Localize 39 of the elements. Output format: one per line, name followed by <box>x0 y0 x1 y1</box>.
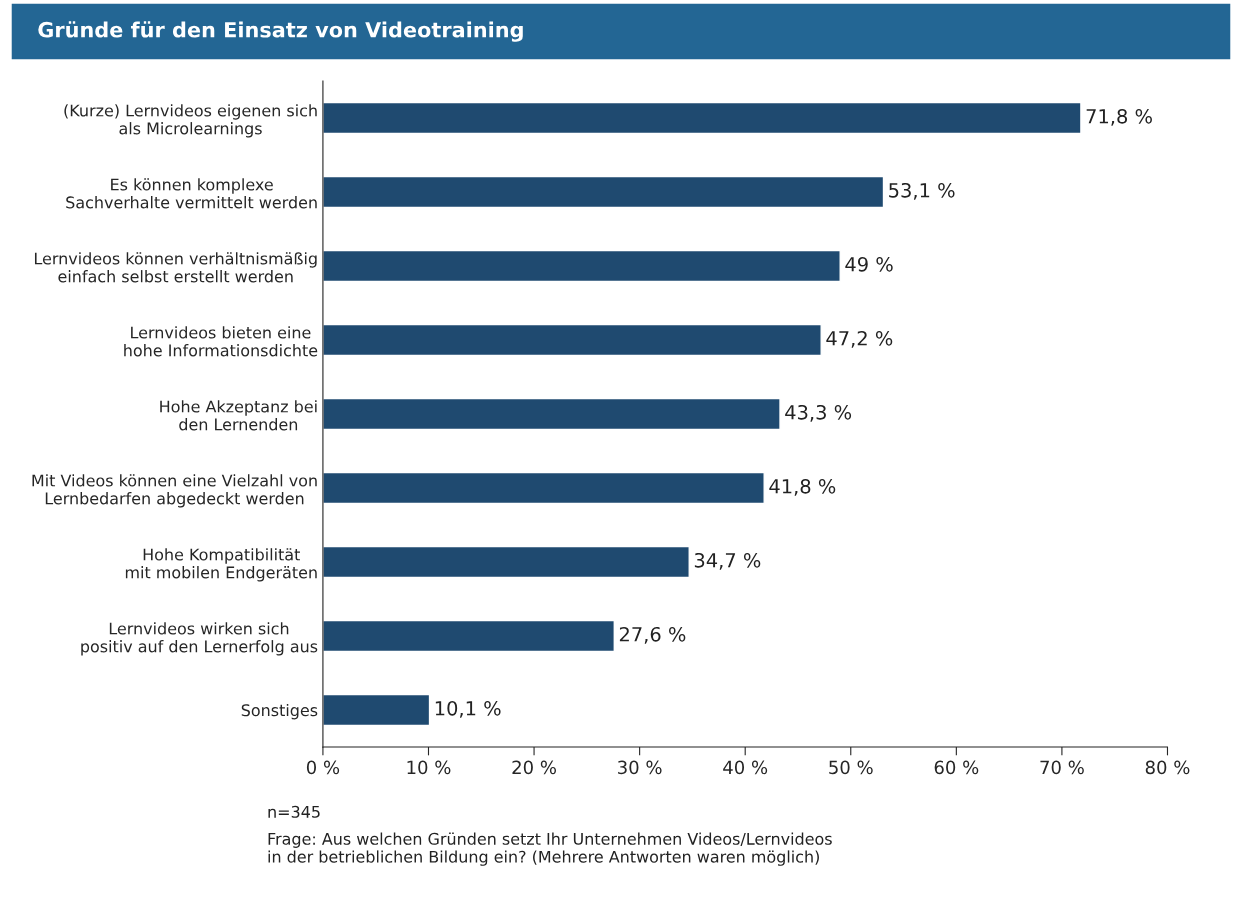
data-label: 47,2 % <box>826 330 893 348</box>
bar <box>322 323 822 357</box>
data-label: 27,6 % <box>619 626 686 644</box>
bar <box>322 175 885 209</box>
y-tick-label: Sonstiges <box>241 703 318 720</box>
bar <box>322 101 1082 135</box>
data-label: 49 % <box>845 256 893 272</box>
x-tick-label: 50 % <box>829 760 873 775</box>
data-label: 41,8 % <box>769 478 836 496</box>
y-tick-label: Hohe Kompatibilität mit mobilen Endgeräten <box>125 548 317 582</box>
bar <box>322 693 431 727</box>
data-label: 34,7 % <box>694 552 761 570</box>
y-tick-label: Mit Videos können eine Vielzahl von Lernbedarfen abgedeckt werden <box>32 474 317 508</box>
bar <box>322 619 615 653</box>
chart-title: Gründe für den Einsatz von Videotraining <box>38 21 523 42</box>
bar <box>322 545 690 579</box>
bar <box>322 249 841 283</box>
bar <box>322 397 781 431</box>
x-tick-label: 0 % <box>306 760 340 775</box>
y-tick-label: Hohe Akzeptanz bei den Lernenden <box>160 400 317 431</box>
data-label: 43,3 % <box>785 404 852 422</box>
x-tick-label: 60 % <box>934 760 979 775</box>
x-tick-label: 30 % <box>618 760 662 775</box>
x-tick-label: 80 % <box>1145 760 1190 775</box>
data-label: 10,1 % <box>435 700 501 718</box>
y-tick-label: Es können komplexe Sachverhalte vermittelt werden <box>66 178 317 209</box>
y-tick-label: (Kurze) Lernvideos eigenen sich als Microlearnings <box>64 104 317 138</box>
x-tick-label: 20 % <box>512 760 556 775</box>
text: n=345 <box>268 805 320 818</box>
x-tick-label: 40 % <box>723 760 768 775</box>
y-tick-label: Lernvideos wirken sich positiv auf den Lernerfolg aus <box>81 622 318 656</box>
x-tick-label: 70 % <box>1040 760 1084 775</box>
data-label: 53,1 % <box>889 182 955 200</box>
bar <box>322 471 765 505</box>
text: Frage: Aus welchen Gründen setzt Ihr Unternehmen Videos/Lernvideos in der betrieblichen Bildung ein? (Mehrere Antworten waren möglich) <box>268 832 832 866</box>
data-label: 71,8 % <box>1086 108 1152 126</box>
y-tick-label: Lernvideos können verhältnismäßig einfach selbst erstellt werden <box>34 252 317 283</box>
y-tick-label: Lernvideos bieten eine hohe Informationsdichte <box>124 326 318 357</box>
x-tick-label: 10 % <box>407 760 451 775</box>
